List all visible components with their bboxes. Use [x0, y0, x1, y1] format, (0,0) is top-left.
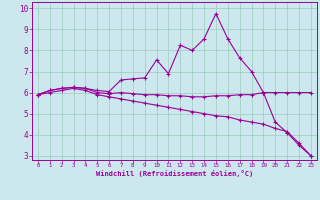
X-axis label: Windchill (Refroidissement éolien,°C): Windchill (Refroidissement éolien,°C)	[96, 170, 253, 177]
